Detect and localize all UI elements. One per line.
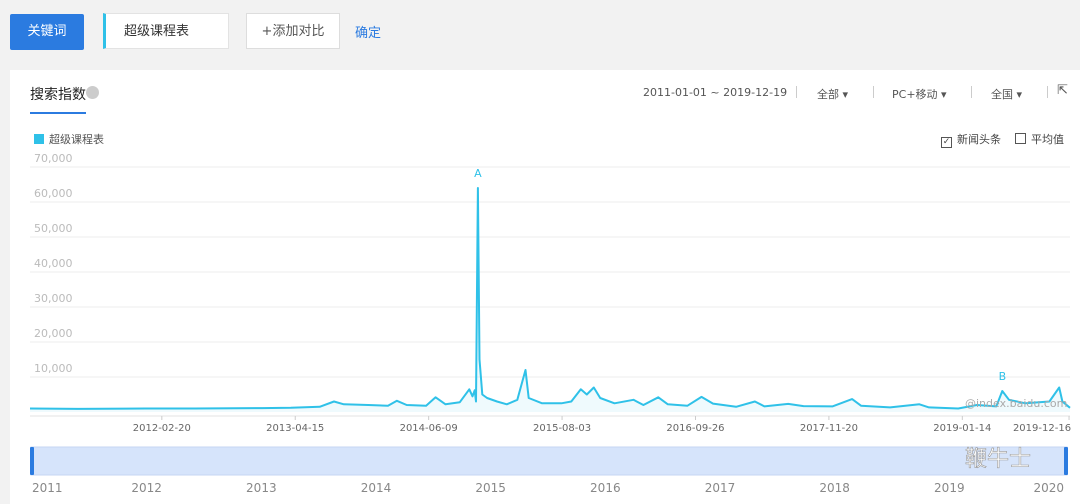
watermark: 鞭牛士	[965, 447, 1031, 472]
confirm-link[interactable]: 确定	[355, 26, 382, 41]
x-tick-label: 2016-09-26	[666, 423, 724, 434]
navigator-tick-label: 2012	[131, 481, 162, 495]
checkbox: ✓	[941, 137, 952, 148]
navigator-handle	[1064, 447, 1068, 475]
device-dropdown[interactable]: PC+移动 ▾	[892, 88, 947, 101]
region-dropdown[interactable]: 全国 ▾	[991, 88, 1023, 101]
x-tick-label: 2019-01-14	[933, 423, 991, 434]
y-tick-label: 30,000	[34, 292, 73, 305]
news-checkbox[interactable]: ✓ 新闻头条	[941, 131, 1001, 148]
navigator-handle	[30, 447, 34, 475]
navigator-tick-label: 2018	[819, 481, 850, 495]
navigator-tick-label: 2020	[1033, 481, 1064, 495]
add-compare-button[interactable]: +添加对比	[246, 13, 340, 49]
separator	[1047, 86, 1048, 98]
navigator-tick-label: 2014	[361, 481, 392, 495]
annotation: B	[999, 370, 1007, 383]
line	[29, 187, 1071, 410]
x-tick-label: 2012-02-20	[133, 423, 191, 434]
legend[interactable]: 超级课程表	[34, 131, 104, 147]
y-tick-label: 40,000	[34, 257, 73, 270]
tab[interactable]: 搜索指数	[30, 84, 86, 114]
label: 新闻头条	[957, 133, 1001, 146]
checkbox	[1015, 133, 1026, 144]
navigator-tick-label: 2017	[705, 481, 736, 495]
panel	[10, 70, 1080, 504]
separator	[796, 86, 797, 98]
navigator-tick-label: 2011	[32, 481, 63, 495]
label: 平均值	[1031, 133, 1064, 146]
y-tick-label: 10,000	[34, 362, 73, 375]
watermark: @index.baidu.com	[965, 397, 1067, 410]
label: 全部	[817, 88, 839, 101]
keyword-input[interactable]: 超级课程表	[103, 13, 229, 49]
legend-swatch	[34, 134, 44, 144]
y-tick-label: 20,000	[34, 327, 73, 340]
x-tick-label: 2015-08-03	[533, 423, 591, 434]
x-tick-label: 2019-12-16	[1013, 423, 1071, 434]
date-range[interactable]: 2011-01-01 ~ 2019-12-19	[643, 86, 788, 99]
x-tick-label: 2017-11-20	[800, 423, 858, 434]
navigator-tick-label: 2016	[590, 481, 621, 495]
keyword-button[interactable]: 关键词	[10, 14, 84, 50]
x-tick-label: 2014-06-09	[400, 423, 458, 434]
separator	[873, 86, 874, 98]
annotation: A	[474, 167, 482, 180]
navigator-range	[30, 446, 1068, 476]
area	[30, 188, 1070, 412]
y-tick-label: 50,000	[34, 222, 73, 235]
legend-label: 超级课程表	[49, 133, 104, 146]
x-tick-label: 2013-04-15	[266, 423, 324, 434]
navigator-tick-label: 2015	[475, 481, 506, 495]
navigator-tick-label: 2019	[934, 481, 965, 495]
export-icon[interactable]: ⇱	[1057, 83, 1068, 98]
label: 全国	[991, 88, 1013, 101]
help-icon[interactable]	[86, 86, 99, 99]
y-tick-label: 60,000	[34, 187, 73, 200]
label: PC+移动	[892, 88, 938, 101]
separator	[971, 86, 972, 98]
y-tick-label: 70,000	[34, 152, 73, 165]
average-checkbox[interactable]: 平均值	[1015, 131, 1064, 147]
navigator-tick-label: 2013	[246, 481, 277, 495]
device-scope-dropdown[interactable]: 全部 ▾	[817, 88, 849, 101]
